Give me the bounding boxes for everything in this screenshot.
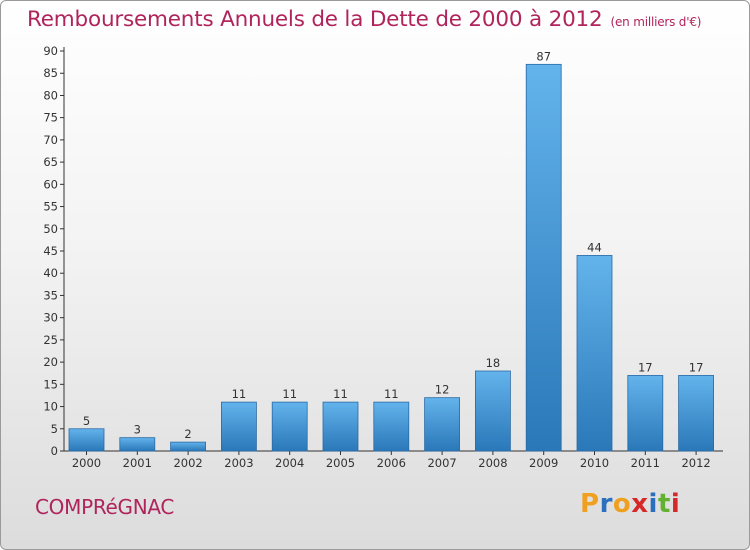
x-tick-label: 2010 (580, 456, 609, 470)
y-tick-label: 55 (43, 200, 58, 214)
bar (322, 401, 359, 452)
data-label: 5 (83, 414, 90, 428)
logo-letter: i (648, 489, 658, 519)
x-tick-label: 2007 (427, 456, 456, 470)
data-label: 17 (638, 360, 653, 374)
data-label: 87 (536, 49, 551, 63)
y-tick-label: 60 (43, 177, 58, 191)
data-label: 44 (587, 240, 602, 254)
x-tick-label: 2000 (72, 456, 101, 470)
proxiti-logo: Proxiti (580, 489, 680, 519)
x-tick-label: 2012 (681, 456, 710, 470)
data-labels: 2000 5 2001 3 2002 2 2003 11 2004 11 2005 11 2006 11 2… (72, 49, 711, 470)
bar (576, 255, 613, 452)
y-tick-label: 75 (43, 111, 58, 125)
data-label: 11 (333, 387, 348, 401)
data-label: 11 (384, 387, 399, 401)
data-label: 11 (282, 387, 297, 401)
data-label: 11 (232, 387, 247, 401)
y-tick-label: 80 (43, 88, 58, 102)
logo-letter: P (580, 489, 600, 519)
data-label: 3 (134, 423, 141, 437)
y-tick-label: 35 (43, 288, 58, 302)
bar-series (68, 63, 714, 452)
bar (119, 437, 156, 452)
logo-letter: x (631, 489, 649, 519)
x-tick-label: 2001 (123, 456, 152, 470)
y-tick-label: 90 (43, 44, 58, 58)
data-label: 12 (435, 383, 450, 397)
bar (170, 441, 207, 452)
commune-name: COMPRéGNAC (35, 495, 175, 519)
bar (424, 397, 461, 452)
x-tick-label: 2004 (275, 456, 304, 470)
logo-letter: r (599, 489, 613, 519)
x-tick-label: 2006 (377, 456, 406, 470)
bar (271, 401, 308, 452)
bar (220, 401, 257, 452)
bar (678, 375, 714, 452)
x-tick-label: 2009 (529, 456, 558, 470)
bar (373, 401, 410, 452)
x-tick-label: 2003 (224, 456, 253, 470)
logo-letter: t (657, 489, 671, 519)
y-tick-label: 85 (43, 66, 58, 80)
y-tick-label: 25 (43, 333, 58, 347)
chart-title-text: Remboursements Annuels de la Dette de 20… (27, 7, 603, 32)
x-tick-label: 2008 (478, 456, 507, 470)
y-tick-label: 15 (43, 377, 58, 391)
y-tick-label: 20 (43, 355, 58, 369)
data-label: 18 (486, 356, 501, 370)
unit-label: (en milliers d'€) (610, 15, 702, 29)
chart-title: Remboursements Annuels de la Dette de 20… (27, 7, 701, 32)
x-tick-label: 2005 (326, 456, 355, 470)
x-tick-label: 2002 (173, 456, 202, 470)
bar (68, 428, 105, 452)
bar (627, 375, 664, 452)
y-tick-label: 30 (43, 311, 58, 325)
logo-letter: i (670, 489, 681, 519)
y-tick-label: 0 (51, 444, 58, 458)
data-label: 2 (184, 427, 191, 441)
y-tick-label: 70 (43, 133, 58, 147)
bar (525, 63, 562, 452)
y-tick-label: 50 (43, 222, 58, 236)
x-tick-label: 2011 (631, 456, 660, 470)
data-label: 17 (689, 360, 704, 374)
y-tick-label: 5 (51, 422, 58, 436)
y-tick-label: 10 (43, 400, 58, 414)
y-tick-label: 40 (43, 266, 58, 280)
y-tick-label: 65 (43, 155, 58, 169)
logo-letter: o (612, 489, 632, 519)
bar (474, 370, 511, 452)
y-tick-label: 45 (43, 244, 58, 258)
